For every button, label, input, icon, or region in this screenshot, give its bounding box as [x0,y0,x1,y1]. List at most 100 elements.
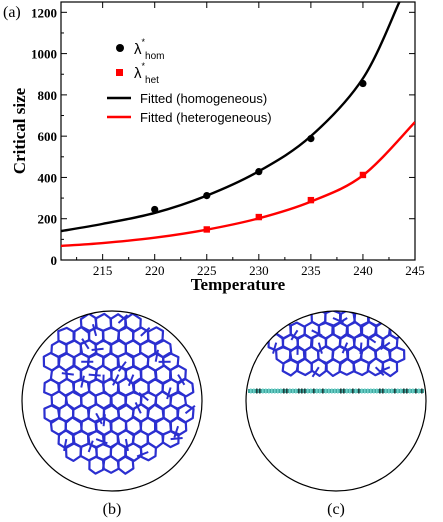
ice-ring [64,442,83,462]
substrate-atom [304,388,306,394]
data-point-het [255,213,263,221]
fit-curve-homogeneous [61,2,401,233]
substrate-atom [328,388,330,394]
y-tick-label: 200 [38,212,58,227]
data-markers [151,79,367,233]
substrate-atom [421,388,423,394]
data-point-hom [255,168,263,176]
ice-bond [91,324,98,337]
legend-marker-het [116,69,123,76]
y-axis-label: Critical size [10,87,29,174]
fit-curve-heterogeneous [61,121,415,248]
ice-bond [91,347,104,351]
substrate-atom [280,388,282,394]
ice-bond [184,405,196,415]
ice-ring [146,429,165,450]
ice-ring [43,404,61,424]
ice-ring [325,358,342,377]
ice-ring [88,455,106,475]
ice-ring [281,358,300,377]
substrate-atom [337,388,339,394]
substrate-atom [367,388,369,394]
ice-bond [166,387,172,400]
x-tick-label: 235 [301,263,321,278]
substrate-layer [248,388,424,394]
ice-bond [112,374,120,386]
substrate-atom [325,388,327,394]
ice-ring [117,455,135,475]
ice-bond [378,366,391,373]
ice-ring [124,391,143,411]
substrate-atom [403,388,405,394]
x-tick-label: 245 [405,263,425,278]
substrate-atom [295,388,297,394]
substrate-atom [406,388,408,394]
x-tick-label: 215 [93,263,113,278]
ice-bond [317,342,323,354]
legend-label-hom: λ* hom [134,37,164,62]
data-point-hom [307,135,315,143]
legend-het-main: λ [134,65,142,82]
substrate-atom [418,388,420,394]
substrate-atom [340,388,342,394]
substrate-atom [346,388,348,394]
substrate-strip [248,389,424,393]
ice-bond [173,425,180,438]
y-tick-label: 1200 [31,5,57,20]
substrate-atom [313,388,315,394]
ice-network-homogeneous [42,312,196,475]
ice-bond [81,338,90,350]
legend: λ*hom λ*het Fitted (homogeneous) Fitted … [107,37,272,125]
ice-bond [80,375,85,388]
legend-label-fit-hom: Fitted (homogeneous) [140,91,267,106]
substrate-atom [364,388,366,394]
y-tick-label: 400 [38,170,58,185]
plot-frame [60,1,416,261]
substrate-atom [322,388,324,394]
substrate-atom [409,388,411,394]
ice-bond [170,437,183,441]
substrate-atom [358,388,360,394]
y-tick-label: 1000 [31,47,57,62]
x-tick-label: 240 [353,263,373,278]
substrate-atom [391,388,393,394]
data-point-hom [203,192,211,200]
substrate-atom [412,388,414,394]
substrate-atom [268,388,270,394]
data-point-het [359,171,367,179]
ice-bond [136,451,149,458]
x-tick-label: 220 [145,263,165,278]
ice-ring [101,454,120,474]
y-tick-label: 0 [51,253,58,268]
substrate-atom [277,388,279,394]
legend-hom-sub: hom [145,51,164,62]
data-point-het [203,226,210,233]
panel-a: (a) Critical size Temperature 215 220 225 2… [3,1,425,294]
ice-bond [61,372,74,376]
substrate-atom [265,388,267,394]
ice-bond [127,374,135,387]
ice-bond [154,349,159,362]
circle-frame-c [245,310,427,492]
ice-ring [71,378,91,398]
legend-het-sub: het [145,75,159,86]
substrate-atom [382,388,384,394]
x-tick-label: 230 [249,263,269,278]
x-tick-label: 225 [197,263,217,278]
substrate-atom [397,388,399,394]
substrate-atom [376,388,378,394]
substrate-atom [259,388,261,394]
panel-label-a: (a) [3,4,21,21]
substrate-atom [388,388,390,394]
ice-bond [311,366,320,378]
substrate-atom [301,388,303,394]
legend-label-het: λ* het [134,61,159,86]
substrate-atom [355,388,357,394]
substrate-atom [349,388,351,394]
ice-ring [161,430,180,449]
substrate-atom [307,388,309,394]
ice-bond [87,440,94,453]
ice-network-heterogeneous [267,311,406,378]
ice-ring [352,358,370,377]
